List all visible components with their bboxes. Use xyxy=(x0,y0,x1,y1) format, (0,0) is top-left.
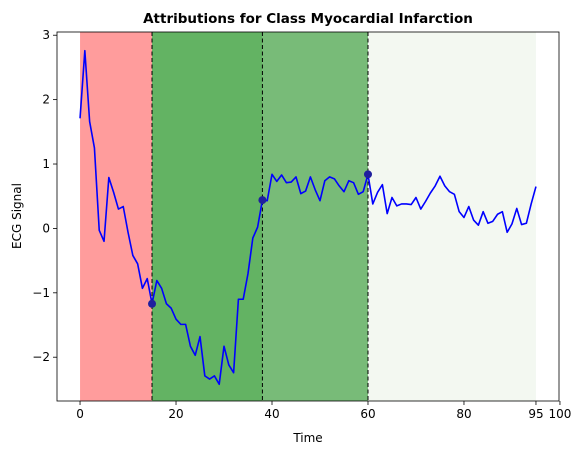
x-tick-label-5: 95 xyxy=(528,407,543,421)
boundary-marker-1 xyxy=(258,196,267,205)
x-axis-ticks: 0 20 40 60 80 95 100 xyxy=(76,401,571,421)
y-tick-label-0: −2 xyxy=(32,350,50,364)
region-2 xyxy=(262,32,368,401)
x-tick-label-2: 40 xyxy=(264,407,279,421)
region-boundaries xyxy=(151,32,369,401)
ecg-series xyxy=(79,49,537,386)
y-tick-label-4: 2 xyxy=(42,93,50,107)
attribution-regions xyxy=(80,32,536,401)
boundary-marker-0 xyxy=(148,299,157,308)
plot-frame xyxy=(56,31,560,402)
x-tick-label-0: 0 xyxy=(76,407,84,421)
region-0 xyxy=(80,32,153,401)
x-tick-label-6: 100 xyxy=(549,407,572,421)
y-tick-label-2: 0 xyxy=(42,221,50,235)
x-tick-label-4: 80 xyxy=(456,407,471,421)
x-axis-label: Time xyxy=(292,431,322,445)
x-tick-label-1: 20 xyxy=(168,407,183,421)
region-1 xyxy=(152,32,263,401)
boundary-markers xyxy=(148,170,372,308)
y-tick-label-3: 1 xyxy=(42,157,50,171)
chart-title: Attributions for Class Myocardial Infarc… xyxy=(143,11,473,27)
y-axis-ticks: −2 −1 0 1 2 3 xyxy=(32,28,57,364)
x-tick-label-3: 60 xyxy=(360,407,375,421)
y-axis-label: ECG Signal xyxy=(10,183,24,249)
boundary-marker-2 xyxy=(363,170,372,179)
y-tick-label-1: −1 xyxy=(32,286,50,300)
region-3 xyxy=(367,32,536,401)
ecg-line-0 xyxy=(79,49,537,386)
y-tick-label-5: 3 xyxy=(42,28,50,42)
